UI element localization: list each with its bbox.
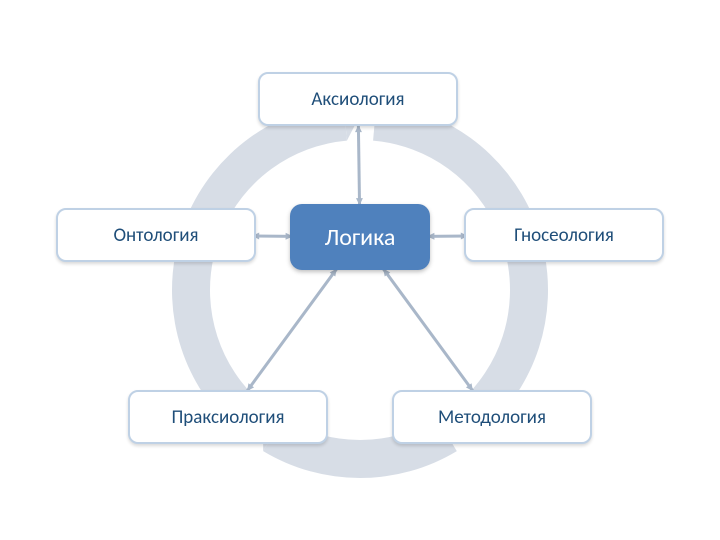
node-label: Онтология <box>113 224 198 247</box>
center-node-logic: Логика <box>290 204 430 270</box>
center-node-label: Логика <box>325 223 396 252</box>
node-gnoseology: Гносеология <box>464 208 664 262</box>
node-ontology: Онтология <box>56 208 256 262</box>
node-label: Гносеология <box>514 224 614 247</box>
node-axiology: Аксиология <box>258 72 458 126</box>
node-praxeology: Праксиология <box>128 390 328 444</box>
node-label: Праксиология <box>171 406 284 429</box>
node-label: Методология <box>438 406 546 429</box>
node-methodology: Методология <box>392 390 592 444</box>
node-label: Аксиология <box>311 88 404 111</box>
